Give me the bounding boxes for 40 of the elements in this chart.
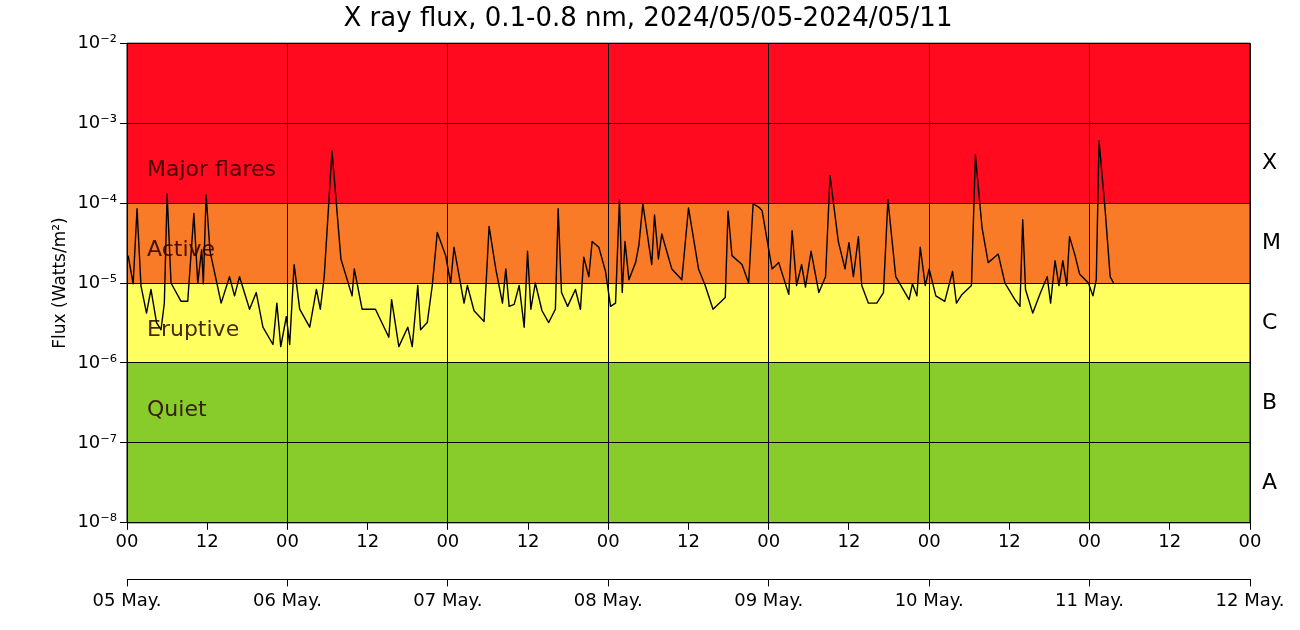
text: B [1262, 388, 1278, 414]
band-label: Major flares [147, 155, 277, 181]
y-tick-label: 10⁻⁸ [77, 510, 118, 532]
x2-tick-label: 06 May. [252, 588, 322, 610]
x-tick-label: 12 [516, 530, 540, 552]
x2-tick-label: 05 May. [92, 588, 162, 610]
x-tick-label: 00 [596, 530, 620, 552]
y-axis-title: Flux (Watts/m²) [48, 217, 69, 349]
x-tick-label: 12 [997, 530, 1021, 552]
x-tick-label: 12 [195, 530, 219, 552]
text: C [1262, 308, 1278, 334]
text: X [1262, 148, 1278, 174]
y-tick-label: 10⁻⁵ [77, 270, 118, 292]
y-tick-label: 10⁻⁷ [77, 430, 118, 452]
x2-tick-label: 11 May. [1055, 588, 1125, 610]
x-tick-label: 00 [917, 530, 941, 552]
x-tick-label: 12 [837, 530, 861, 552]
text: A [1262, 468, 1278, 494]
x2-tick-label: 08 May. [573, 588, 643, 610]
x-tick-label: 00 [115, 530, 139, 552]
x-tick-label: 00 [1238, 530, 1262, 552]
chart-title: X ray flux, 0.1-0.8 nm, 2024/05/05-2024/05/11 [343, 2, 953, 33]
x-tick-label: 00 [436, 530, 460, 552]
band-label: Eruptive [147, 315, 240, 341]
x-tick-label: 00 [757, 530, 781, 552]
band-label: Quiet [147, 395, 207, 421]
x2-tick-label: 10 May. [894, 588, 964, 610]
y-tick-label: 10⁻² [77, 30, 118, 52]
x2-tick-label: 09 May. [734, 588, 804, 610]
y-tick-label: 10⁻⁶ [77, 350, 118, 372]
text: M [1262, 228, 1281, 254]
x-tick-label: 00 [1078, 530, 1102, 552]
x2-tick-label: 12 May. [1215, 588, 1285, 610]
y-tick-label: 10⁻⁴ [77, 190, 118, 212]
x-tick-label: 12 [677, 530, 700, 552]
x-tick-label: 12 [1158, 530, 1182, 552]
x-tick-label: 00 [275, 530, 299, 552]
x-tick-label: 12 [356, 530, 380, 552]
y-tick-label: 10⁻³ [77, 110, 118, 132]
x2-tick-label: 07 May. [413, 588, 483, 610]
